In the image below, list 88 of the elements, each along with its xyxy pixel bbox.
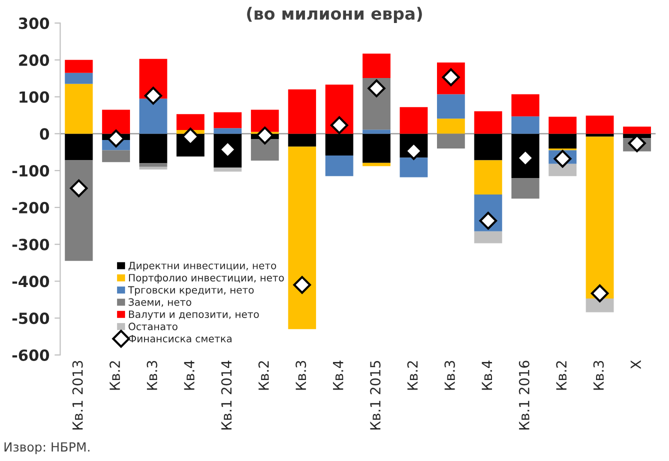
- bar: [102, 150, 130, 162]
- bar: [586, 116, 614, 134]
- y-tick-label: -100: [12, 165, 50, 177]
- bar: [64, 84, 93, 134]
- bar: [400, 107, 428, 134]
- bar: [102, 110, 130, 134]
- bar: [64, 134, 93, 160]
- x-tick-label: Кв.4: [184, 360, 194, 390]
- bar: [400, 158, 428, 178]
- bar: [548, 164, 577, 176]
- bar: [64, 160, 93, 261]
- x-tick-label: Кв.1 2016: [518, 360, 530, 430]
- legend-label: Портфолио инвестиции, нето: [129, 274, 284, 284]
- point: [293, 276, 311, 294]
- point: [70, 179, 88, 198]
- point: [107, 130, 125, 148]
- legend-label: Директни инвестиции, нето: [128, 262, 276, 272]
- bar: [474, 111, 502, 134]
- x-tick-label: X: [630, 360, 641, 369]
- bar: [139, 98, 168, 134]
- bar: [474, 231, 502, 244]
- bar: [250, 139, 279, 161]
- bar: [362, 134, 390, 163]
- bar: [436, 134, 465, 148]
- bar: [474, 160, 502, 195]
- y-tick-label: 0: [40, 128, 50, 140]
- y-tick-label: -400: [12, 276, 50, 288]
- x-tick-label: Кв.2: [110, 361, 120, 390]
- x-tick-label: Кв.4: [333, 360, 344, 390]
- bar: [139, 134, 168, 164]
- bar: [214, 112, 242, 128]
- bar: [288, 146, 316, 330]
- bar: [511, 116, 540, 134]
- x-tick-label: Кв.2: [407, 361, 418, 390]
- text: Извор: НБРМ.: [4, 442, 90, 454]
- point: [554, 150, 572, 168]
- bar: [586, 134, 614, 137]
- bar: [325, 155, 354, 176]
- x-tick-label: Кв.1 2014: [221, 360, 232, 430]
- y-tick-label: 200: [19, 54, 50, 66]
- bar: [64, 72, 93, 84]
- x-tick-label: Кв.2: [258, 361, 269, 390]
- bar: [511, 94, 540, 116]
- point: [590, 284, 609, 302]
- x-tick-label: Кв.1 2015: [370, 361, 381, 430]
- bar: [586, 136, 614, 299]
- legend-label: Финансиска сметка: [128, 334, 232, 342]
- y-tick-label: -500: [12, 312, 50, 324]
- y-tick-label: -300: [12, 238, 50, 250]
- bar: [176, 114, 204, 130]
- bar: [139, 163, 168, 167]
- bar: [548, 116, 577, 134]
- bar: [623, 126, 651, 134]
- bar: [586, 298, 614, 312]
- x-tick-label: Кв.3: [444, 360, 455, 390]
- point: [330, 116, 348, 134]
- x-tick-label: Кв.1 2013: [72, 360, 83, 430]
- bar: [511, 178, 540, 199]
- y-tick-label: -600: [12, 349, 50, 361]
- bar: [474, 134, 502, 160]
- bar: [288, 89, 316, 134]
- legend-label: Трговски кредити, нето: [128, 286, 254, 296]
- point: [256, 126, 274, 144]
- x-tick-label: Кв.2: [556, 361, 566, 390]
- x-tick-label: Кв.3: [296, 360, 306, 390]
- point: [368, 79, 386, 98]
- y-tick-label: 100: [20, 91, 50, 103]
- bar: [214, 168, 242, 172]
- y-tick-label: 300: [18, 18, 50, 30]
- bar: [362, 162, 390, 166]
- bar: [139, 166, 168, 170]
- bar: [362, 130, 390, 134]
- legend-label: Останато: [128, 322, 178, 330]
- chart-title: (во милиони евра): [247, 6, 422, 24]
- y-tick-label: -200: [12, 202, 50, 214]
- bar: [214, 128, 242, 134]
- legend-label: Валути и депозити, нето: [129, 310, 259, 320]
- point: [144, 86, 162, 105]
- bar: [250, 110, 279, 132]
- bar: [64, 60, 93, 73]
- bar: [362, 54, 390, 78]
- bar: [436, 118, 465, 134]
- x-tick-label: Кв.3: [146, 360, 158, 390]
- x-tick-label: Кв.3: [593, 360, 604, 390]
- bar: [436, 94, 465, 119]
- bar: [288, 134, 316, 147]
- legend-label: Заеми, нето: [128, 298, 192, 307]
- x-tick-label: Кв.4: [482, 360, 492, 390]
